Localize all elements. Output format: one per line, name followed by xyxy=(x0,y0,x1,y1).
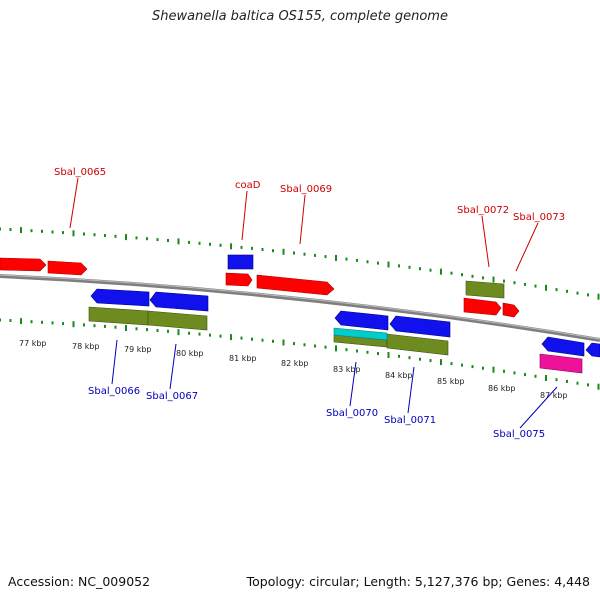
tick-label: 81 kbp xyxy=(229,354,257,363)
inner-tick-ring xyxy=(0,318,600,390)
tick-label: 84 kbp xyxy=(385,371,413,380)
cds-reverse[interactable] xyxy=(334,310,389,331)
label-leader xyxy=(299,194,306,245)
cds-reverse[interactable] xyxy=(541,336,585,357)
gene-label-sbal-0069[interactable]: Sbal_0069 xyxy=(280,184,332,195)
tick-label: 86 kbp xyxy=(488,384,516,393)
outer-tick-ring xyxy=(0,227,600,300)
reverse-features xyxy=(88,288,600,374)
rna-band[interactable] xyxy=(465,280,505,299)
cds-block[interactable] xyxy=(227,254,254,270)
cds-reverse[interactable] xyxy=(389,315,451,338)
label-leader xyxy=(407,366,415,414)
label-leader xyxy=(515,222,539,272)
cyan-band[interactable] xyxy=(333,327,388,341)
tick-label: 85 kbp xyxy=(437,377,465,386)
cds-forward[interactable] xyxy=(463,297,502,316)
genome-backbone xyxy=(0,274,600,342)
rna-band[interactable] xyxy=(147,310,208,331)
label-leader xyxy=(111,339,118,385)
label-leader xyxy=(169,343,177,390)
gene-label-coad[interactable]: coaD xyxy=(235,180,261,191)
map-title: Shewanella baltica OS155, complete genom… xyxy=(152,9,448,24)
tick-label: 77 kbp xyxy=(19,339,47,348)
pink-band[interactable] xyxy=(539,353,583,374)
label-leader xyxy=(349,361,357,407)
label-leader xyxy=(69,177,79,229)
tick-label: 80 kbp xyxy=(176,349,204,358)
tick-label: 79 kbp xyxy=(124,345,152,354)
gene-label-sbal-0075[interactable]: Sbal_0075 xyxy=(493,429,545,440)
cds-forward[interactable] xyxy=(47,260,88,276)
rna-band[interactable] xyxy=(386,333,449,356)
accession-text: Accession: NC_009052 xyxy=(8,574,151,589)
gene-label-sbal-0067[interactable]: Sbal_0067 xyxy=(146,391,198,402)
cds-forward[interactable] xyxy=(225,272,253,287)
tick-labels: 77 kbp 78 kbp 79 kbp 80 kbp 81 kbp 82 kb… xyxy=(19,339,568,400)
label-leader xyxy=(241,190,248,241)
cds-forward[interactable] xyxy=(502,302,520,318)
forward-gene-labels: Sbal_0065 coaD Sbal_0069 Sbal_0072 Sbal_… xyxy=(54,167,565,272)
genome-backbone-highlight xyxy=(0,274,600,340)
gene-label-sbal-0066[interactable]: Sbal_0066 xyxy=(88,386,140,397)
gene-label-sbal-0072[interactable]: Sbal_0072 xyxy=(457,205,509,216)
cds-forward[interactable] xyxy=(0,257,47,272)
tick-label: 83 kbp xyxy=(333,365,361,374)
tick-label: 87 kbp xyxy=(540,391,568,400)
tick-label: 82 kbp xyxy=(281,359,309,368)
cds-reverse[interactable] xyxy=(585,342,600,358)
cds-reverse[interactable] xyxy=(149,291,209,312)
gene-label-sbal-0073[interactable]: Sbal_0073 xyxy=(513,212,565,223)
gene-label-sbal-0065[interactable]: Sbal_0065 xyxy=(54,167,106,178)
cds-forward[interactable] xyxy=(256,274,335,296)
forward-features xyxy=(0,254,520,318)
tick-label: 78 kbp xyxy=(72,342,100,351)
genome-summary-text: Topology: circular; Length: 5,127,376 bp… xyxy=(246,574,590,589)
gene-label-sbal-0070[interactable]: Sbal_0070 xyxy=(326,408,378,419)
label-leader xyxy=(481,215,490,268)
cds-reverse[interactable] xyxy=(90,288,150,307)
gene-label-sbal-0071[interactable]: Sbal_0071 xyxy=(384,415,436,426)
reverse-gene-labels: Sbal_0066 Sbal_0067 Sbal_0070 Sbal_0071 … xyxy=(88,339,558,440)
rna-band[interactable] xyxy=(88,306,149,326)
label-leader xyxy=(519,386,558,429)
